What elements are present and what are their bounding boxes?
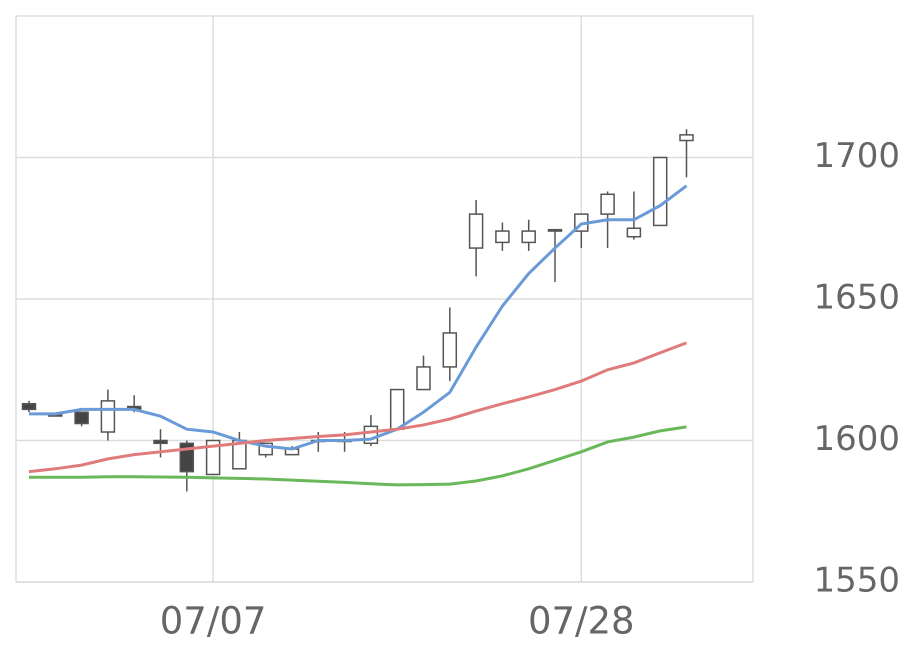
candle-body [389, 388, 405, 430]
candle-body [679, 134, 694, 142]
candle-body [521, 230, 536, 244]
y-tick-label: 1600 [813, 419, 900, 459]
moving-average-line [29, 425, 687, 487]
y-tick-label: 1650 [813, 278, 900, 318]
moving-average-line [29, 184, 688, 451]
candle-body [205, 439, 221, 476]
candle-body [468, 213, 484, 249]
moving-average-line [28, 341, 688, 474]
candle-body [100, 400, 116, 433]
candle-body [547, 228, 563, 232]
candle-body [74, 411, 89, 425]
x-tick-label: 07/07 [160, 600, 267, 643]
candle-body [258, 442, 273, 456]
candle-body [600, 193, 615, 215]
candle-body [416, 366, 431, 391]
candle-body [442, 332, 458, 368]
y-tick-label: 1700 [813, 136, 900, 176]
candle-body [21, 402, 37, 411]
candle-body [652, 156, 668, 227]
y-tick-label: 1550 [813, 561, 900, 601]
x-tick-label: 07/28 [528, 600, 635, 643]
candle-body [495, 230, 510, 244]
candle-body [153, 439, 168, 445]
candle-body [626, 227, 642, 238]
